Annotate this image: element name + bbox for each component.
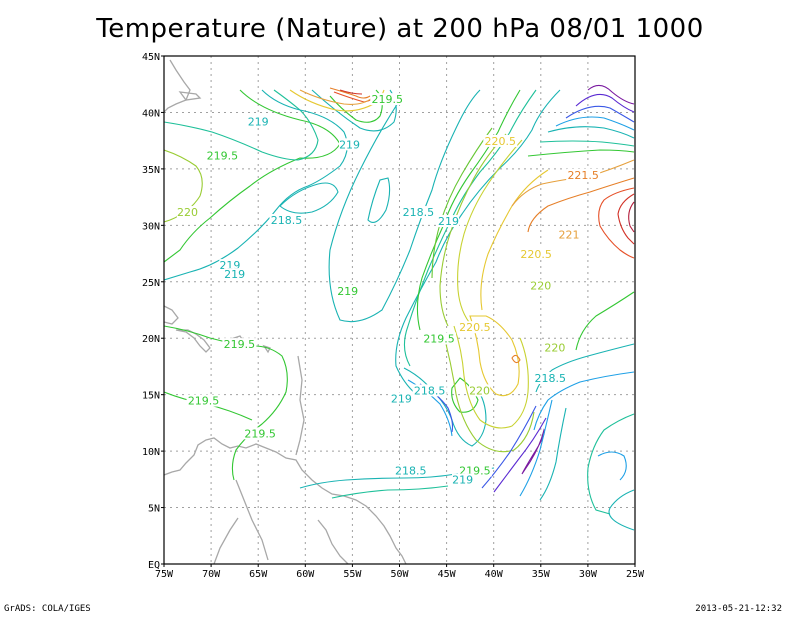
y-tick-label: 40N: [142, 108, 160, 119]
contour-label-bg: [269, 213, 304, 226]
contour-label: 219: [339, 138, 360, 151]
contour-label-bg: [390, 392, 412, 405]
contour-label-bg: [457, 464, 492, 477]
contour-label-bg: [483, 134, 518, 147]
contour-label: 219: [337, 285, 358, 298]
y-tick-label: 5N: [148, 504, 160, 515]
contour-label-bg: [224, 268, 246, 281]
contour-label: 221.5: [567, 169, 599, 182]
contour-label: 221: [559, 229, 580, 242]
map-title: Temperature (Nature) at 200 hPa 08/01 10…: [96, 14, 704, 44]
contour-set-cold-ne: [527, 84, 635, 157]
contour-label-bg: [247, 115, 269, 128]
contour-labels: 219.5219219219.5220.5221.5220218.5218.52…: [176, 93, 601, 487]
y-tick-label: 25N: [142, 278, 160, 289]
x-tick-label: 35W: [532, 569, 551, 580]
contour-label-bg: [338, 138, 361, 151]
y-tick-label: 45N: [142, 52, 160, 63]
contour-label-bg: [412, 384, 447, 397]
contour-label: 220.5: [485, 135, 517, 148]
y-tick-label: 15N: [142, 391, 160, 402]
contour-label: 219: [224, 268, 245, 281]
contour-label: 218.5: [395, 465, 427, 478]
contour-label-bg: [544, 341, 566, 354]
x-tick-label: 55W: [343, 569, 362, 580]
y-tick-label: 10N: [142, 447, 160, 458]
contour-label-bg: [422, 332, 457, 345]
y-tick-label: 35N: [142, 165, 160, 176]
contour-label: 218.5: [271, 214, 303, 227]
contour-label-bg: [452, 473, 474, 486]
contour-label: 219.5: [224, 338, 256, 351]
contour-set-diagonal-band: [395, 89, 561, 395]
contour-label: 219.5: [372, 93, 404, 106]
contour-label: 219: [248, 116, 269, 129]
contour-label: 218.5: [403, 206, 435, 219]
contour-label-bg: [468, 384, 491, 397]
contour-label-bg: [558, 228, 580, 241]
contour-label: 219: [438, 215, 459, 228]
coastlines: [164, 59, 407, 564]
contour-set-warm-east: [511, 159, 635, 259]
contour-label: 220: [469, 384, 490, 397]
x-tick-label: 60W: [296, 569, 315, 580]
contour-label-bg: [437, 215, 460, 228]
contour-label-bg: [370, 93, 405, 106]
x-tick-label: 40W: [485, 569, 504, 580]
y-tick-label: 20N: [142, 334, 160, 345]
contour-label: 219.5: [244, 427, 276, 440]
y-tick-labels: EQ 5N 10N 15N 20N 25N 30N 35N 40N 45N: [142, 52, 164, 571]
contour-label-bg: [243, 427, 278, 440]
contour-label-bg: [519, 247, 554, 260]
contour-set-southeast: [481, 291, 635, 531]
x-tick-label: 50W: [390, 569, 409, 580]
contour-label: 219.5: [423, 332, 455, 345]
contour-label-bg: [205, 149, 240, 162]
contour-label: 220: [177, 206, 198, 219]
x-tick-label: 75W: [155, 569, 174, 580]
contour-label-bg: [186, 394, 221, 407]
x-tick-label: 70W: [202, 569, 221, 580]
contour-label: 220.5: [520, 248, 552, 261]
x-tick-label: 45W: [438, 569, 457, 580]
x-tick-label: 30W: [579, 569, 598, 580]
contour-label: 219.5: [207, 150, 239, 163]
contour-label: 220: [530, 279, 551, 292]
footer-credit: GrADS: COLA/IGES: [4, 604, 91, 614]
contour-label-bg: [337, 285, 359, 298]
y-tick-label: 30N: [142, 221, 160, 232]
y-tick-label: EQ: [148, 560, 160, 571]
contour-label-bg: [219, 259, 241, 272]
contour-label-bg: [566, 168, 601, 181]
contour-label: 220: [544, 342, 565, 355]
contour-label-bg: [401, 206, 436, 219]
contour-label: 219: [391, 392, 412, 405]
contour-label-bg: [533, 371, 568, 384]
contour-label-bg: [530, 279, 552, 292]
x-tick-label: 65W: [249, 569, 268, 580]
contour-label-bg: [457, 321, 492, 334]
contour-label-bg: [176, 206, 199, 219]
contour-label: 218.5: [414, 384, 446, 397]
contour-label-bg: [222, 338, 257, 351]
footer-timestamp: 2013-05-21-12:32: [695, 604, 782, 614]
lat-lon-grid: [164, 56, 635, 564]
contour-label: 220.5: [459, 321, 491, 334]
contour-label-bg: [393, 464, 428, 477]
contour-label: 218.5: [534, 372, 566, 385]
x-tick-labels: 75W 70W 65W 60W 55W 50W 45W 40W 35W 30W 25W: [155, 564, 645, 580]
x-tick-label: 25W: [626, 569, 645, 580]
contour-label: 219: [452, 474, 473, 487]
contour-label: 219.5: [188, 395, 220, 408]
